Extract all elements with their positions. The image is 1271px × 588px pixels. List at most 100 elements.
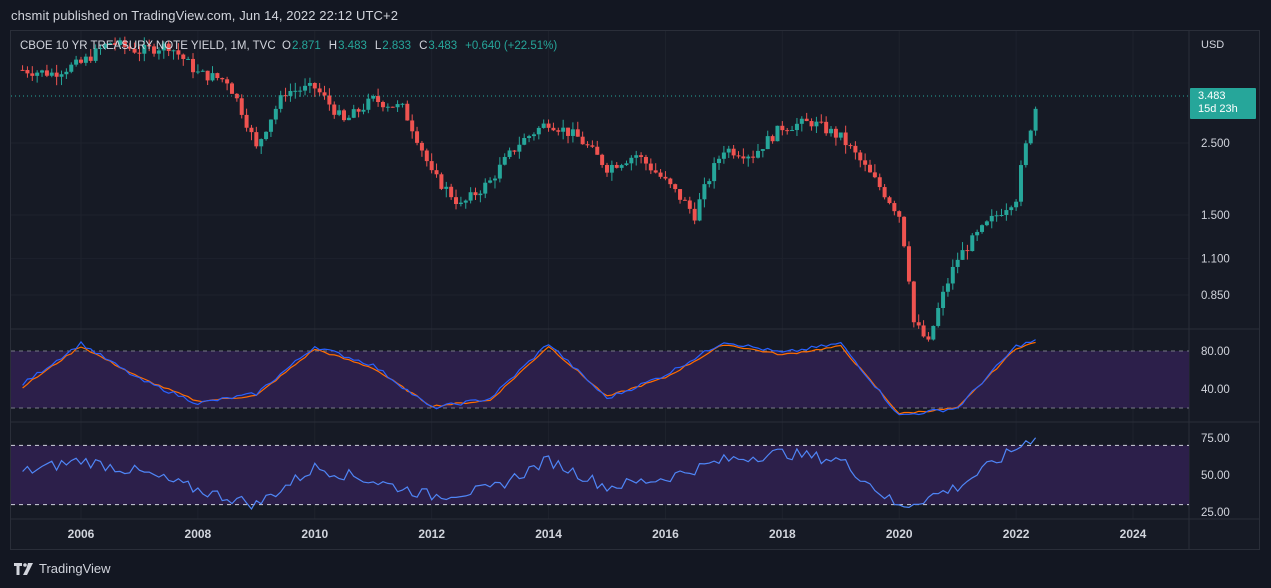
candle-body xyxy=(156,50,161,54)
rsi-axis-label: 75.00 xyxy=(1201,433,1230,445)
candle-body xyxy=(25,70,30,74)
candle-body xyxy=(546,123,551,128)
candle-body xyxy=(186,58,191,60)
candle-body xyxy=(634,155,639,158)
candle-body xyxy=(225,79,230,84)
candle-body xyxy=(468,192,473,201)
rsi-line xyxy=(22,437,1037,511)
candle-body xyxy=(478,193,483,196)
candle-body xyxy=(492,178,497,181)
time-axis-label: 2006 xyxy=(68,527,95,541)
price-axis-label: 0.850 xyxy=(1201,290,1230,302)
candle-body xyxy=(746,156,751,159)
candle-body xyxy=(1004,210,1009,215)
candle-body xyxy=(999,214,1004,216)
candle-body xyxy=(585,144,590,146)
candle-body xyxy=(273,108,278,120)
candle-body xyxy=(49,72,54,76)
candle-body xyxy=(317,88,322,93)
candle-body xyxy=(736,155,741,157)
low-label: L xyxy=(374,40,382,52)
candle-body xyxy=(312,82,317,89)
candle-body xyxy=(726,148,731,153)
candle-body xyxy=(721,152,726,159)
candle-body xyxy=(906,246,911,282)
candle-body xyxy=(765,136,770,150)
candle-body xyxy=(926,336,931,340)
candle-body xyxy=(848,145,853,147)
candle-body xyxy=(1009,207,1014,211)
candle-body xyxy=(54,72,59,77)
time-axis-label: 2024 xyxy=(1120,527,1147,541)
candle-body xyxy=(673,184,678,190)
last-price-value: 3.483 xyxy=(1198,90,1226,102)
candle-body xyxy=(868,164,872,173)
candle-body xyxy=(458,202,463,205)
candle-body xyxy=(191,58,196,73)
candle-body xyxy=(512,150,517,152)
candle-body xyxy=(770,136,775,142)
candle-body xyxy=(950,266,955,284)
candle-body xyxy=(400,103,405,105)
candle-body xyxy=(444,186,449,189)
candle-body xyxy=(760,149,765,151)
stochastic-pane xyxy=(22,339,1036,416)
time-axis-label: 2012 xyxy=(418,527,445,541)
candle-body xyxy=(755,150,760,158)
candle-body xyxy=(268,119,273,132)
candle-body xyxy=(892,203,897,212)
candlestick-series xyxy=(20,36,1038,342)
candle-body xyxy=(833,128,838,138)
candle-body xyxy=(322,92,327,96)
candle-body xyxy=(147,44,152,47)
candle-body xyxy=(682,199,687,201)
candle-body xyxy=(439,174,444,189)
publisher-line: chsmit published on TradingView.com, Jun… xyxy=(11,8,399,23)
candle-body xyxy=(220,78,225,80)
candle-body xyxy=(293,90,298,92)
candle-body xyxy=(902,216,907,247)
indicator-panes xyxy=(11,31,1259,549)
candle-body xyxy=(176,50,181,55)
change-value: +0.640 (+22.51%) xyxy=(465,40,558,52)
candle-body xyxy=(794,123,799,131)
rsi-pane xyxy=(22,437,1037,511)
candle-body xyxy=(517,144,522,152)
candle-body xyxy=(780,125,785,131)
candle-body xyxy=(989,215,994,222)
candle-body xyxy=(536,127,541,135)
candle-body xyxy=(790,130,795,132)
candle-body xyxy=(127,46,132,49)
candle-body xyxy=(819,121,824,123)
candle-body xyxy=(69,64,74,72)
candle-body xyxy=(624,163,629,166)
candle-body xyxy=(103,44,108,48)
candle-body xyxy=(863,160,868,165)
candle-body xyxy=(945,283,950,292)
candle-body xyxy=(166,43,171,52)
candle-body xyxy=(678,189,683,200)
high-label: H xyxy=(328,40,338,52)
close-label: C xyxy=(419,40,428,52)
tradingview-brand[interactable]: TradingView xyxy=(14,561,111,576)
candle-body xyxy=(122,40,127,47)
candle-body xyxy=(356,109,361,112)
candle-body xyxy=(877,177,882,188)
close-value: 3.483 xyxy=(428,40,458,52)
candle-body xyxy=(239,98,244,115)
open-label: O xyxy=(282,40,291,52)
candle-body xyxy=(531,134,536,137)
candle-body xyxy=(580,136,585,145)
candle-body xyxy=(619,165,624,168)
candle-body xyxy=(639,155,644,157)
candle-body xyxy=(98,47,103,49)
candle-body xyxy=(385,106,390,108)
candle-body xyxy=(916,322,921,326)
candle-body xyxy=(1033,108,1038,131)
candle-body xyxy=(20,69,25,71)
candle-body xyxy=(44,70,49,76)
candle-body xyxy=(473,192,478,196)
time-axis-label: 2008 xyxy=(185,527,212,541)
candle-body xyxy=(629,157,634,164)
